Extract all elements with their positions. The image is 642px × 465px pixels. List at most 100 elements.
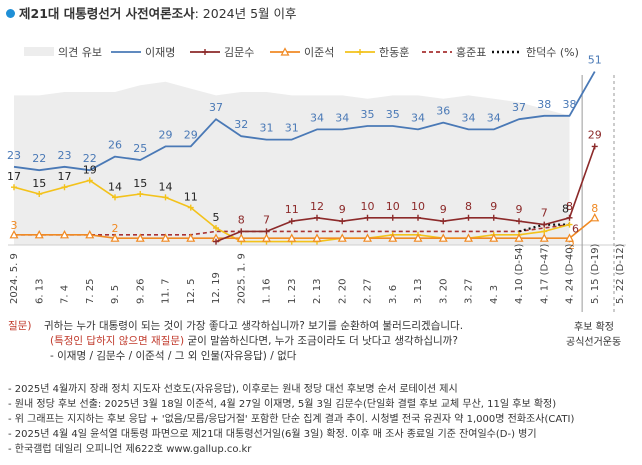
- series-marker-이준석: [438, 233, 448, 242]
- data-label-이재명: 22: [83, 152, 97, 165]
- x-tick-label: 2025. 1. 9: [236, 253, 247, 304]
- series-marker-김문수: [516, 218, 522, 225]
- x-tick-label: 11. 7: [161, 279, 172, 304]
- data-label-이재명: 35: [361, 108, 375, 121]
- data-label-이재명: 34: [462, 111, 476, 124]
- data-label-이재명: 38: [563, 98, 577, 111]
- x-tick-label: 3. 6: [388, 285, 399, 304]
- series-marker-김문수: [389, 214, 396, 221]
- data-label-한동훈: 14: [108, 180, 122, 193]
- series-marker-김문수: [591, 143, 598, 150]
- series-line-홍준표: [14, 223, 570, 236]
- footnote-3: - 위 그래프는 지지하는 후보 응답 + '없음/모름/응답거절' 포함한 단…: [8, 414, 575, 425]
- data-label-김문수: 29: [588, 128, 602, 141]
- series-marker-김문수: [263, 228, 270, 235]
- series-marker-김문수: [213, 238, 219, 245]
- question-line-1: 귀하는 누가 대통령이 되는 것이 가장 좋다고 생각하십니까? 보기를 순환하…: [44, 320, 464, 332]
- question-line-3: - 이재명 / 김문수 / 이준석 / 그 외 인물(자유응답) / 없다: [50, 350, 297, 362]
- series-marker-김문수: [339, 218, 346, 225]
- legend-label-한덕수 (%): 한덕수 (%): [526, 46, 579, 59]
- data-label-김문수: 8: [238, 213, 245, 226]
- series-marker-이준석: [59, 230, 70, 239]
- x-tick-label: 2024. 5. 9: [9, 253, 20, 304]
- legend-marker-이준석: [280, 47, 290, 56]
- series-line-김문수: [215, 146, 596, 243]
- data-label-이재명: 34: [411, 111, 425, 124]
- x-tick-label: 4. 24 (D-40): [565, 243, 576, 304]
- data-label-한동훈: 15: [133, 177, 147, 190]
- x-tick-label: 3. 13: [413, 279, 424, 304]
- x-tick-label: 2. 20: [337, 279, 348, 304]
- data-label-이준석: 2: [112, 222, 119, 235]
- x-tick-label: 3. 27: [464, 279, 475, 304]
- question-requery-text: 굳이 말씀하신다면, 누가 조금이라도 더 낫다고 생각하십니까?: [184, 335, 458, 347]
- x-tick-label: 5. 15 (D-19): [590, 243, 601, 304]
- series-marker-이준석: [287, 233, 297, 242]
- series-marker-한동훈: [112, 194, 118, 201]
- data-label-이재명: 31: [285, 122, 299, 135]
- data-label-이재명: 23: [58, 149, 72, 162]
- series-marker-한동훈: [213, 225, 219, 231]
- data-label-이재명: 26: [108, 139, 122, 152]
- data-label-한동훈: 17: [58, 170, 72, 183]
- x-tick-label: 1. 23: [287, 279, 298, 304]
- data-label-한동훈: 15: [32, 177, 46, 190]
- series-marker-이준석: [413, 233, 423, 242]
- footnote-5: - 한국갤럽 데일리 오피니언 제622호 www.gallup.co.kr: [8, 444, 252, 455]
- series-marker-한동훈: [137, 191, 144, 197]
- title-text: 제21대 대통령선거 사전여론조사: [19, 6, 195, 21]
- data-label-김문수: 9: [339, 203, 346, 216]
- legend-label-의견 유보: 의견 유보: [58, 46, 102, 59]
- data-label-이재명: 22: [32, 152, 46, 165]
- data-label-김문수: 9: [490, 200, 497, 213]
- data-label-김문수: 10: [386, 200, 400, 213]
- x-tick-label: 5. 22 (D-12): [615, 243, 626, 304]
- data-label-이재명: 36: [436, 105, 450, 118]
- series-marker-이준석: [388, 233, 398, 242]
- series-marker-이준석: [261, 233, 272, 242]
- series-line-이준석: [14, 217, 596, 239]
- x-tick-label: 4. 10 (D-54): [514, 243, 525, 304]
- data-label-김문수: 7: [541, 207, 548, 220]
- data-label-김문수: 8: [566, 200, 573, 213]
- data-label-한동훈: 5: [213, 211, 220, 224]
- footnote-1: - 2025년 4월까지 장래 정치 지도자 선호도(자유응답), 이후로는 원…: [8, 384, 458, 395]
- series-marker-이준석: [9, 230, 19, 239]
- series-marker-이준석: [236, 233, 246, 242]
- data-label-이재명: 32: [234, 118, 248, 131]
- series-marker-이준석: [463, 233, 474, 242]
- series-marker-김문수: [440, 218, 447, 225]
- data-label-이재명: 38: [537, 98, 551, 111]
- x-tick-label: 7. 4: [60, 285, 71, 304]
- x-tick-label: 9. 26: [135, 279, 146, 304]
- x-tick-label: 12. 5: [186, 279, 197, 304]
- footnote-2: - 원내 정당 후보 선출: 2025년 3월 18일 이준석, 4월 27일 …: [8, 399, 557, 410]
- series-marker-한동훈: [11, 184, 17, 191]
- data-label-김문수: 12: [310, 200, 324, 213]
- legend-marker-한동훈: [357, 49, 363, 55]
- series-marker-한동훈: [86, 177, 93, 184]
- side-note-line-2: 공식선거운동: [566, 337, 622, 348]
- data-label-이재명: 51: [588, 54, 602, 67]
- data-label-김문수: 9: [516, 203, 523, 216]
- series-marker-이준석: [337, 233, 347, 242]
- x-tick-label: 4. 17 (D-47): [539, 243, 550, 304]
- series-marker-한동훈: [61, 184, 68, 191]
- legend-label-한동훈: 한동훈: [379, 46, 409, 59]
- series-marker-김문수: [415, 214, 421, 221]
- x-tick-label: 3. 20: [438, 279, 449, 304]
- legend-marker-김문수: [202, 49, 208, 55]
- series-marker-김문수: [490, 214, 497, 221]
- side-note-line-1: 후보 확정: [574, 322, 614, 333]
- series-marker-이준석: [135, 233, 145, 242]
- data-label-이준석: 3: [11, 219, 18, 232]
- question-label: 질문): [8, 320, 32, 332]
- data-label-이준석: 2: [568, 239, 575, 252]
- series-marker-한동훈: [36, 191, 43, 197]
- question-line-2: (특정인 답하지 않으면 재질문) 굳이 말씀하신다면, 누가 조금이라도 더 …: [50, 333, 458, 348]
- series-marker-김문수: [465, 214, 472, 221]
- data-label-이재명: 29: [159, 128, 173, 141]
- legend-swatch-의견 유보: [24, 47, 54, 56]
- title-subtitle: : 2024년 5월 이후: [194, 6, 297, 21]
